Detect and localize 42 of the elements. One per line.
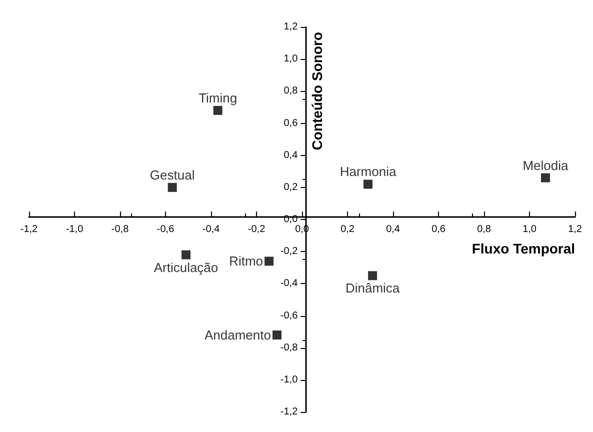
x-tick-label: -1,0 <box>66 224 84 235</box>
y-tick-label: -0,8 <box>280 342 298 354</box>
annotation: Ritmo <box>229 254 264 269</box>
x-tick-label: 0,4 <box>386 224 400 235</box>
annotation: Dinâmica <box>345 280 400 296</box>
annotation: Articulação <box>154 260 218 275</box>
y-tick-label: 0,2 <box>284 182 298 193</box>
point <box>540 173 550 182</box>
x-tick-label: -0,8 <box>111 224 130 235</box>
y-tick-label: 0,8 <box>284 86 298 97</box>
point <box>364 180 373 189</box>
annotation: Gestual <box>150 167 195 182</box>
x-tick-label: 0,2 <box>340 224 355 235</box>
x-tick-label: 0,6 <box>432 224 446 235</box>
point <box>368 271 378 280</box>
annotation: Melodia <box>522 158 569 173</box>
y-axis-title: Conteúdo Sonoro <box>309 32 326 150</box>
x-axis-title: Fluxo Temporal <box>472 240 576 256</box>
point <box>213 106 222 115</box>
y-tick-label: 1,2 <box>284 22 298 32</box>
annotation: Andamento <box>204 328 271 342</box>
x-tick-label: 1,0 <box>522 224 537 235</box>
y-tick-label: -1,2 <box>280 406 298 418</box>
x-tick-label: 1,2 <box>568 224 582 235</box>
point <box>264 256 274 266</box>
x-tick-label: -0,6 <box>156 224 175 235</box>
point <box>272 330 282 340</box>
x-tick-label: 0,8 <box>477 224 492 235</box>
point <box>168 182 177 192</box>
x-tick-label: -1,2 <box>20 224 38 235</box>
y-tick-label: 0,6 <box>284 118 298 129</box>
y-tick-label: 1,0 <box>284 54 298 65</box>
y-tick-label: -1,0 <box>280 374 298 386</box>
x-tick-label: -0,4 <box>202 224 220 235</box>
y-tick-label: -0,4 <box>280 278 298 290</box>
y-tick-label: 0,4 <box>284 150 298 161</box>
annotation: Harmonia <box>340 164 397 180</box>
y-tick-label: -0,2 <box>280 246 298 258</box>
annotation: Timing <box>198 90 238 106</box>
x-tick-label: -0,2 <box>248 224 266 235</box>
point <box>181 250 190 260</box>
y-tick-label: -0,6 <box>280 310 298 322</box>
